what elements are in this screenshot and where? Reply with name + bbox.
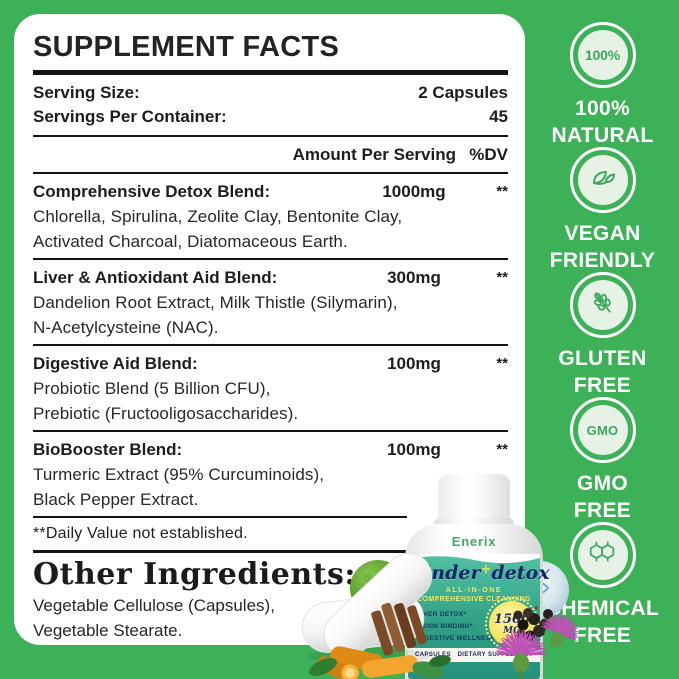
badge-gmo-free: GMO GMO FREE [526, 397, 679, 524]
black-peppercorns [513, 606, 553, 642]
blend-dv: ** [496, 355, 508, 372]
badge-100-natural: 100% 100% NATURAL [526, 22, 679, 149]
blend-ingredients: Chlorella, Spirulina, Zeolite Clay, Bent… [33, 207, 403, 226]
label-bullet: DIGESTIVE WELLNESS* [417, 635, 498, 642]
blend-amount: 300mg [387, 268, 441, 287]
divider [33, 172, 508, 174]
badge-label: FREE [573, 624, 632, 647]
serving-size-label: Serving Size: [33, 83, 140, 102]
divider [33, 550, 407, 553]
amount-per-serving-header: Amount Per Serving [292, 145, 456, 164]
blend-dv: ** [496, 441, 508, 458]
divider [33, 430, 508, 432]
dietary-supplement-text: DIETARY SUPPLEMENT [457, 652, 533, 658]
column-header-row: Amount Per Serving %DV [33, 144, 508, 165]
blend-dv: ** [496, 269, 508, 286]
servings-label: Servings Per Container: [33, 107, 227, 126]
badge-label: CHEMICAL [545, 597, 660, 620]
wheat-icon [588, 288, 618, 323]
leaf-icon [588, 163, 618, 198]
divider [33, 135, 508, 137]
label-wave [408, 554, 540, 564]
green-leaves [309, 655, 451, 679]
dose-unit: MG [503, 625, 521, 636]
servings-per-container-row: Servings Per Container: 45 [33, 106, 508, 127]
badge-label: FREE [573, 374, 632, 397]
label-tagline-2: COMPREHENSIVE CLEANSING [417, 596, 531, 603]
milk-thistle-flower [495, 629, 547, 679]
badge-label: FRIENDLY [549, 249, 656, 272]
badge-label: NATURAL [551, 124, 654, 147]
blend-name: BioBooster Blend: [33, 440, 183, 459]
gmo-icon: GMO [577, 405, 628, 455]
other-ingredients-line: Vegetable Cellulose (Capsules), [33, 596, 275, 615]
divider [33, 344, 508, 346]
divider [33, 258, 508, 260]
blend-dv: ** [496, 183, 508, 200]
dv-header: %DV [469, 145, 508, 164]
capsule-count-text: CAPSULES [415, 652, 451, 658]
blend-name: Comprehensive Detox Blend: [33, 182, 271, 201]
blend-amount: 100mg [387, 354, 441, 373]
feature-badges-column: 100% 100% NATURAL VEGAN FRIENDLY [526, 0, 679, 679]
label-bullet: TOXIN BINDING* [417, 623, 473, 630]
blend-amount: 1000mg [382, 182, 446, 201]
blend-section-biobooster: BioBooster Blend: 100mg ** Turmeric Extr… [33, 439, 508, 518]
bottle-cap-lip [434, 518, 514, 528]
badge-label: VEGAN [564, 222, 641, 245]
serving-size-value: 2 Capsules [418, 83, 508, 102]
badge-label: GLUTEN [558, 347, 647, 370]
badge-gluten-free: GLUTEN FREE [526, 272, 679, 399]
badge-label: 100% [575, 97, 630, 120]
badge-chemical-free: CHEMICAL FREE [526, 522, 679, 649]
blend-section-detox: Comprehensive Detox Blend: 1000mg ** Chl… [33, 181, 508, 260]
panel-title: SUPPLEMENT FACTS [33, 31, 340, 63]
divider [33, 516, 407, 518]
other-ingredients-title: Other Ingredients: [33, 557, 356, 592]
other-ingredients-line: Vegetable Stearate. [33, 621, 183, 640]
foreground-botanicals [301, 552, 578, 679]
title-divider [33, 70, 508, 75]
label-bullet: LIVER DETOX* [417, 611, 467, 618]
blend-amount: 100mg [387, 440, 441, 459]
badge-vegan-friendly: VEGAN FRIENDLY [526, 147, 679, 274]
badge-label: FREE [573, 499, 632, 522]
label-tagline-1: ALL-IN-ONE [445, 587, 503, 594]
blend-ingredients: Turmeric Extract (95% Curcuminoids), [33, 465, 325, 484]
blend-section-liver: Liver & Antioxidant Aid Blend: 300mg ** … [33, 267, 508, 346]
herb-sticks [371, 602, 427, 656]
badge-100-icon: 100% [577, 30, 628, 80]
label-benefit-bullets: LIVER DETOX* TOXIN BINDING* DIGESTIVE WE… [417, 611, 498, 642]
blend-section-digestive: Digestive Aid Blend: 100mg ** Probiotic … [33, 353, 508, 432]
servings-value: 45 [489, 107, 508, 126]
product-photo-composition: Enerix Binder+detox ALL-IN-ONE COMPREHEN… [278, 468, 578, 679]
blend-name: Digestive Aid Blend: [33, 354, 198, 373]
blend-ingredients: Black Pepper Extract. [33, 490, 199, 509]
daily-value-footnote: **Daily Value not established. [33, 525, 248, 542]
blend-ingredients: Probiotic Blend (5 Billion CFU), [33, 379, 271, 398]
blend-name: Liver & Antioxidant Aid Blend: [33, 268, 278, 287]
blend-ingredients: N-Acetylcysteine (NAC). [33, 318, 219, 337]
supplement-facts-panel: SUPPLEMENT FACTS Serving Size: 2 Capsule… [14, 14, 525, 645]
blend-ingredients: Prebiotic (Fructooligosaccharides). [33, 404, 299, 423]
badge-label: GMO [576, 472, 629, 495]
molecule-icon [587, 540, 619, 570]
blend-ingredients: Activated Charcoal, Diatomaceous Earth. [33, 232, 348, 251]
serving-size-row: Serving Size: 2 Capsules [33, 82, 508, 103]
blend-ingredients: Dandelion Root Extract, Milk Thistle (Si… [33, 293, 398, 312]
plus-accent: + [480, 562, 492, 577]
brand-logo: Enerix [451, 534, 497, 549]
milk-thistle-flower [535, 608, 578, 648]
bottle-cap [438, 474, 510, 522]
